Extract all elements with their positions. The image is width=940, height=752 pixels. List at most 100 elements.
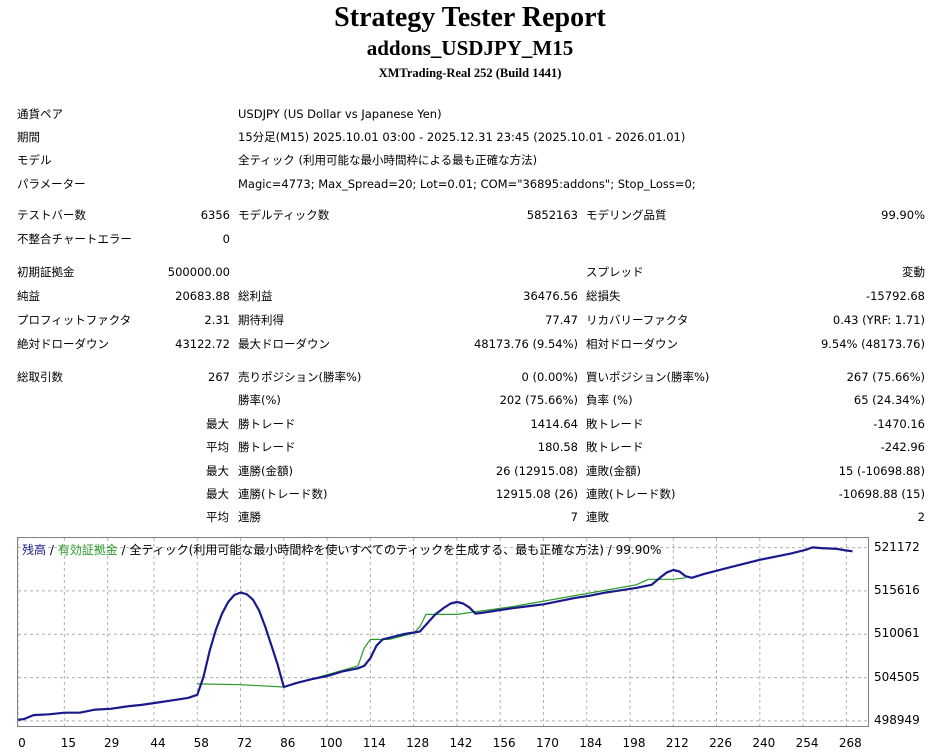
info-label-parameters: パラメーター bbox=[17, 177, 86, 191]
recovery-factor-label: リカバリーファクタ bbox=[586, 313, 689, 327]
report-title: Strategy Tester Report bbox=[334, 2, 606, 33]
loss-rate-value: 65 (24.34%) bbox=[853, 393, 925, 407]
x-tick-label: 226 bbox=[709, 736, 732, 750]
balance-chart bbox=[17, 537, 869, 727]
bars-label: テストバー数 bbox=[17, 208, 86, 222]
short-positions-value: 0 (0.00%) bbox=[521, 370, 578, 384]
max-drawdown-label: 最大ドローダウン bbox=[238, 337, 330, 351]
average-loss-value: -242.96 bbox=[880, 440, 925, 454]
cons-wins-count-value: 12915.08 (26) bbox=[495, 487, 578, 501]
expected-payoff-value: 77.47 bbox=[545, 313, 578, 327]
profit-factor-value: 2.31 bbox=[204, 313, 230, 327]
cons-losses-count-value: -10698.88 (15) bbox=[838, 487, 925, 501]
largest-loss-label: 敗トレード bbox=[586, 417, 644, 431]
x-tick-label: 170 bbox=[536, 736, 559, 750]
legend-separator: / bbox=[117, 543, 130, 557]
win-rate-value: 202 (75.66%) bbox=[499, 393, 578, 407]
spread-value: 変動 bbox=[902, 265, 925, 279]
avg-prefix: 平均 bbox=[206, 510, 229, 524]
spread-label: スプレッド bbox=[586, 265, 644, 279]
abs-drawdown-label: 絶対ドローダウン bbox=[17, 337, 109, 351]
x-tick-label: 254 bbox=[795, 736, 819, 750]
y-tick-label: 504505 bbox=[874, 669, 920, 684]
avg-cons-wins-label: 連勝 bbox=[238, 510, 261, 524]
x-tick-label: 184 bbox=[579, 736, 603, 750]
rel-drawdown-label: 相対ドローダウン bbox=[586, 337, 678, 351]
avg-prefix: 平均 bbox=[206, 440, 229, 454]
expected-payoff-label: 期待利得 bbox=[238, 313, 284, 327]
gross-loss-value: -15792.68 bbox=[865, 289, 925, 303]
cons-losses-money-label: 連敗(金額) bbox=[586, 464, 641, 478]
x-tick-label: 72 bbox=[236, 736, 253, 750]
recovery-factor-value: 0.43 (YRF: 1.71) bbox=[832, 313, 925, 327]
long-positions-label: 買いポジション(勝率%) bbox=[586, 370, 710, 384]
max-prefix: 最大 bbox=[206, 464, 229, 478]
balance-chart-svg bbox=[18, 538, 868, 726]
mismatch-label: 不整合チャートエラー bbox=[17, 232, 132, 246]
quality-value: 99.90% bbox=[881, 208, 925, 222]
avg-cons-wins-value: 7 bbox=[570, 510, 578, 524]
x-tick-label: 114 bbox=[362, 736, 386, 750]
gross-loss-label: 総損失 bbox=[586, 289, 621, 303]
ticks-label: モデルティック数 bbox=[238, 208, 330, 222]
chart-legend: 残高 / 有効証拠金 / 全ティック(利用可能な最小時間枠を使いすべてのティック… bbox=[22, 541, 661, 558]
x-tick-label: 156 bbox=[492, 736, 516, 750]
x-tick-label: 100 bbox=[319, 736, 343, 750]
info-value-period: 15分足(M15) 2025.10.01 03:00 - 2025.12.31 … bbox=[238, 130, 686, 144]
info-label-model: モデル bbox=[17, 153, 52, 167]
info-label-symbol: 通貨ペア bbox=[17, 107, 63, 121]
x-tick-label: 268 bbox=[838, 736, 862, 750]
x-tick-label: 128 bbox=[406, 736, 430, 750]
largest-win-label: 勝トレード bbox=[238, 417, 296, 431]
average-win-value: 180.58 bbox=[537, 440, 578, 454]
mismatch-value: 0 bbox=[222, 232, 230, 246]
info-value-model: 全ティック (利用可能な最小時間枠による最も正確な方法) bbox=[238, 153, 538, 167]
y-tick-label: 515616 bbox=[874, 582, 920, 597]
loss-rate-label: 負率 (%) bbox=[586, 393, 633, 407]
quality-label: モデリング品質 bbox=[586, 208, 667, 222]
net-profit-value: 20683.88 bbox=[175, 289, 230, 303]
x-tick-label: 44 bbox=[150, 736, 166, 750]
info-value-symbol: USDJPY (US Dollar vs Japanese Yen) bbox=[238, 107, 442, 121]
max-prefix: 最大 bbox=[206, 417, 229, 431]
ticks-value: 5852163 bbox=[526, 208, 578, 222]
x-tick-label: 15 bbox=[60, 736, 76, 750]
total-trades-label: 総取引数 bbox=[17, 370, 63, 384]
abs-drawdown-value: 43122.72 bbox=[175, 337, 230, 351]
gross-profit-value: 36476.56 bbox=[523, 289, 578, 303]
short-positions-label: 売りポジション(勝率%) bbox=[238, 370, 362, 384]
legend-balance: 残高 bbox=[22, 543, 47, 557]
x-tick-label: 58 bbox=[193, 736, 209, 750]
cons-wins-count-label: 連勝(トレード数) bbox=[238, 487, 328, 501]
y-tick-label: 498949 bbox=[874, 712, 920, 727]
deposit-label: 初期証拠金 bbox=[17, 265, 75, 279]
largest-loss-value: -1470.16 bbox=[873, 417, 925, 431]
x-tick-label: 198 bbox=[622, 736, 646, 750]
legend-equity: 有効証拠金 bbox=[57, 543, 118, 557]
info-label-period: 期間 bbox=[17, 130, 40, 144]
max-drawdown-value: 48173.76 (9.54%) bbox=[473, 337, 578, 351]
avg-cons-losses-value: 2 bbox=[917, 510, 925, 524]
cons-losses-count-label: 連敗(トレード数) bbox=[586, 487, 676, 501]
cons-wins-money-value: 26 (12915.08) bbox=[495, 464, 578, 478]
cons-losses-money-value: 15 (-10698.88) bbox=[838, 464, 925, 478]
win-rate-label: 勝率(%) bbox=[238, 393, 281, 407]
info-value-parameters: Magic=4773; Max_Spread=20; Lot=0.01; COM… bbox=[238, 177, 696, 191]
x-tick-label: 240 bbox=[752, 736, 776, 750]
y-tick-label: 521172 bbox=[874, 539, 920, 554]
cons-wins-money-label: 連勝(金額) bbox=[238, 464, 293, 478]
profit-factor-label: プロフィットファクタ bbox=[17, 313, 132, 327]
max-prefix: 最大 bbox=[206, 487, 229, 501]
largest-win-value: 1414.64 bbox=[530, 417, 578, 431]
x-tick-label: 212 bbox=[665, 736, 689, 750]
equity-line bbox=[197, 577, 686, 688]
legend-model-description: 全ティック(利用可能な最小時間枠を使いすべてのティックを生成する、最も正確な方法… bbox=[129, 543, 662, 557]
y-tick-label: 510061 bbox=[874, 626, 920, 641]
net-profit-label: 純益 bbox=[17, 289, 40, 303]
x-tick-label: 86 bbox=[280, 736, 296, 750]
total-trades-value: 267 bbox=[208, 370, 230, 384]
average-win-label: 勝トレード bbox=[238, 440, 296, 454]
report-server: XMTrading-Real 252 (Build 1441) bbox=[378, 66, 562, 80]
legend-separator: / bbox=[46, 543, 58, 557]
x-tick-label: 142 bbox=[449, 736, 473, 750]
